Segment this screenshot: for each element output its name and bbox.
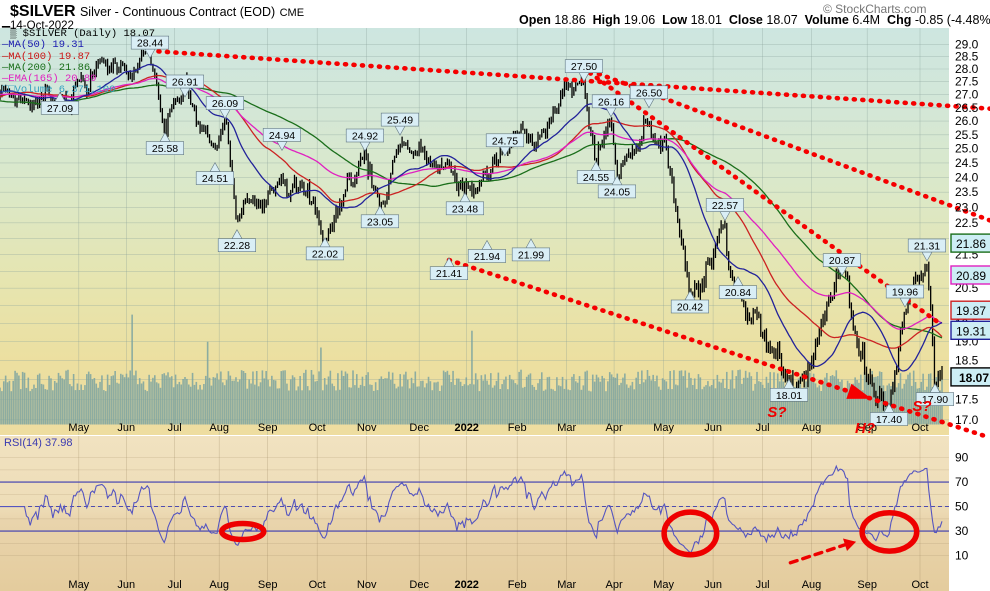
svg-text:24.0: 24.0 [955,170,979,184]
svg-text:Mar: Mar [557,422,576,434]
svg-text:May: May [68,422,89,434]
svg-text:17.40: 17.40 [876,414,902,426]
svg-text:25.0: 25.0 [955,142,979,156]
svg-text:Jun: Jun [704,422,722,434]
svg-text:2022: 2022 [454,579,478,591]
svg-text:20.42: 20.42 [677,302,703,314]
svg-text:24.94: 24.94 [269,130,295,142]
svg-text:S?: S? [912,398,931,415]
svg-text:Aug: Aug [209,579,229,591]
svg-text:Dec: Dec [409,579,429,591]
svg-text:10: 10 [955,549,969,563]
svg-text:19.31: 19.31 [956,324,986,338]
svg-text:18.01: 18.01 [776,390,802,402]
svg-text:26.50: 26.50 [636,87,662,99]
svg-text:27.09: 27.09 [47,103,73,115]
svg-text:23.05: 23.05 [367,216,393,228]
svg-text:Jun: Jun [704,579,722,591]
svg-text:Jul: Jul [168,579,182,591]
svg-text:28.0: 28.0 [955,62,979,76]
svg-text:27.0: 27.0 [955,88,979,102]
svg-text:18.07: 18.07 [959,371,989,385]
svg-text:24.5: 24.5 [955,156,979,170]
svg-text:26.91: 26.91 [172,77,198,89]
svg-text:23.0: 23.0 [955,200,979,214]
svg-text:23.48: 23.48 [452,203,478,215]
svg-text:Sep: Sep [857,579,877,591]
svg-text:30: 30 [955,524,969,538]
svg-text:H?: H? [855,420,875,437]
svg-text:18.5: 18.5 [955,353,979,367]
svg-text:Sep: Sep [258,422,278,434]
svg-text:Dec: Dec [409,422,429,434]
svg-text:Aug: Aug [802,579,822,591]
svg-text:Oct: Oct [911,579,928,591]
svg-text:Sep: Sep [258,579,278,591]
svg-text:24.92: 24.92 [352,131,378,143]
svg-text:Jun: Jun [117,422,135,434]
svg-text:20.87: 20.87 [829,255,855,267]
svg-text:22.02: 22.02 [312,248,338,260]
svg-text:29.0: 29.0 [955,37,979,51]
svg-text:22.28: 22.28 [224,240,250,252]
svg-text:17.5: 17.5 [955,393,979,407]
svg-text:RSI(14) 37.98: RSI(14) 37.98 [4,437,72,449]
svg-text:May: May [653,579,674,591]
svg-text:50: 50 [955,500,969,514]
svg-text:Oct: Oct [309,579,326,591]
svg-text:23.5: 23.5 [955,185,979,199]
svg-text:Aug: Aug [209,422,229,434]
svg-text:May: May [68,579,89,591]
svg-text:90: 90 [955,451,969,465]
svg-text:24.51: 24.51 [202,173,228,185]
svg-text:22.5: 22.5 [955,216,979,230]
svg-text:21.31: 21.31 [914,241,940,253]
svg-text:25.58: 25.58 [152,143,178,155]
svg-text:26.09: 26.09 [212,98,238,110]
svg-text:Feb: Feb [508,422,527,434]
svg-text:2022: 2022 [454,422,478,434]
svg-text:25.5: 25.5 [955,128,979,142]
svg-text:19.96: 19.96 [892,287,918,299]
svg-text:20.84: 20.84 [725,287,751,299]
svg-text:70: 70 [955,475,969,489]
svg-text:Feb: Feb [508,579,527,591]
svg-text:25.49: 25.49 [387,115,413,127]
svg-text:Jul: Jul [756,422,770,434]
svg-text:27.50: 27.50 [571,61,597,73]
svg-text:21.86: 21.86 [956,237,986,251]
svg-text:Jul: Jul [168,422,182,434]
svg-text:26.5: 26.5 [955,101,979,115]
svg-text:Apr: Apr [606,579,623,591]
svg-text:20.89: 20.89 [956,269,986,283]
svg-text:May: May [653,422,674,434]
svg-text:19.87: 19.87 [956,304,986,318]
svg-text:Jul: Jul [756,579,770,591]
svg-text:Mar: Mar [557,579,576,591]
svg-text:Oct: Oct [309,422,326,434]
svg-text:Apr: Apr [606,422,623,434]
svg-text:Jun: Jun [117,579,135,591]
svg-text:17.0: 17.0 [955,413,979,427]
svg-text:21.94: 21.94 [474,251,500,263]
svg-text:26.0: 26.0 [955,114,979,128]
svg-text:26.16: 26.16 [598,96,624,108]
svg-text:24.75: 24.75 [492,135,518,147]
svg-text:24.55: 24.55 [583,172,609,184]
svg-text:28.5: 28.5 [955,50,979,64]
svg-text:21.99: 21.99 [518,249,544,261]
svg-text:Oct: Oct [911,422,928,434]
svg-text:21.41: 21.41 [436,268,462,280]
svg-text:Nov: Nov [357,422,377,434]
svg-text:27.5: 27.5 [955,75,979,89]
svg-text:Aug: Aug [802,422,822,434]
svg-text:22.57: 22.57 [712,200,738,212]
svg-text:Nov: Nov [357,579,377,591]
svg-text:24.05: 24.05 [604,186,630,198]
svg-text:S?: S? [767,404,786,421]
